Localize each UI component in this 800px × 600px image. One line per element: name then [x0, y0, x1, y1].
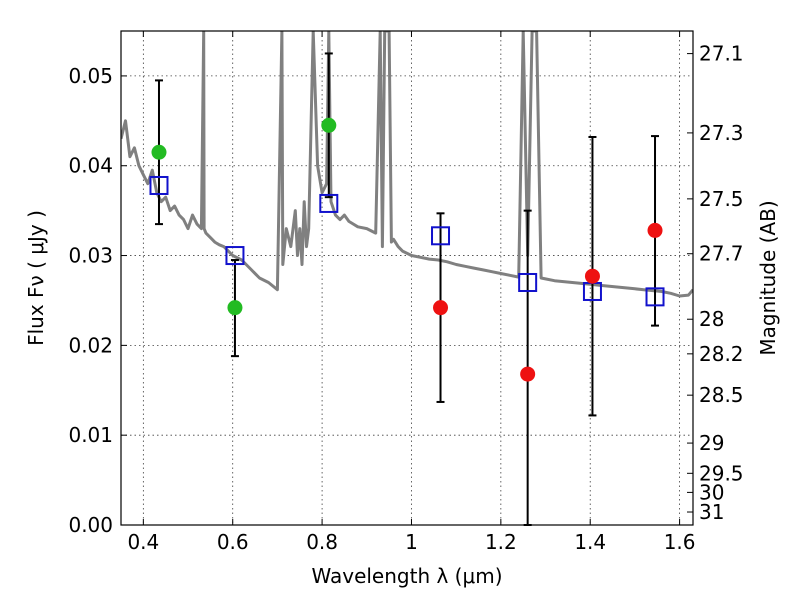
observed-flux-point: [433, 300, 449, 316]
y-tick-label: 0.02: [68, 333, 113, 357]
right-tick-label: 29.5: [699, 461, 744, 485]
observed-flux-point: [647, 222, 663, 238]
right-tick-label: 27.3: [699, 121, 744, 145]
model-flux-box: [645, 287, 665, 307]
y-tick-label: 0.03: [68, 244, 113, 268]
right-tick-label: 28.5: [699, 383, 744, 407]
y-tick-label: 0.01: [68, 423, 113, 447]
y-axis-label: Flux Fν ( μJy ): [24, 210, 48, 346]
model-flux-box: [149, 175, 169, 195]
grid: [121, 31, 693, 526]
observed-flux-point: [321, 117, 337, 133]
observed-flux-point: [584, 268, 600, 284]
observed-flux-point: [227, 300, 243, 316]
x-tick-label: 0.4: [127, 530, 159, 554]
model-flux-box: [431, 226, 451, 246]
right-tick-label: 30: [699, 480, 724, 504]
marker-layer: [149, 117, 665, 382]
right-tick-label: 27.5: [699, 187, 744, 211]
plot-frame: [120, 30, 694, 526]
right-tick-label: 29: [699, 431, 724, 455]
x-axis-label: Wavelength λ (μm): [311, 564, 502, 588]
x-tick-label: 1.2: [485, 530, 517, 554]
x-tick-label: 0.8: [306, 530, 338, 554]
right-tick-label: 31: [699, 500, 724, 524]
right-tick-label: 28: [699, 307, 724, 331]
model-flux-box: [518, 272, 538, 292]
x-tick-label: 1: [405, 530, 418, 554]
model-flux-box: [225, 246, 245, 266]
right-tick-label: 27.1: [699, 42, 744, 66]
model-flux-box: [319, 193, 339, 213]
x-tick-label: 1.4: [574, 530, 606, 554]
x-tick-label: 0.6: [217, 530, 249, 554]
model-spectrum-line: [121, 31, 693, 298]
x-axis-ticks: 0.4 0.6 0.8 1 1.2 1.4 1.6: [127, 31, 696, 554]
y-tick-label: 0.05: [68, 64, 113, 88]
right-tick-label: 27.7: [699, 242, 744, 266]
model-spectrum-layer: [121, 31, 693, 298]
right-axis-label: Magnitude (AB): [756, 200, 780, 355]
y-tick-label: 0.00: [68, 513, 113, 537]
observed-flux-point: [151, 144, 167, 160]
x-tick-label: 1.6: [664, 530, 696, 554]
right-tick-label: 28.2: [699, 342, 744, 366]
observed-flux-point: [520, 366, 536, 382]
y-tick-label: 0.04: [68, 154, 113, 178]
y-axis-ticks: 0.00 0.01 0.02 0.03 0.04 0.05: [68, 64, 127, 537]
